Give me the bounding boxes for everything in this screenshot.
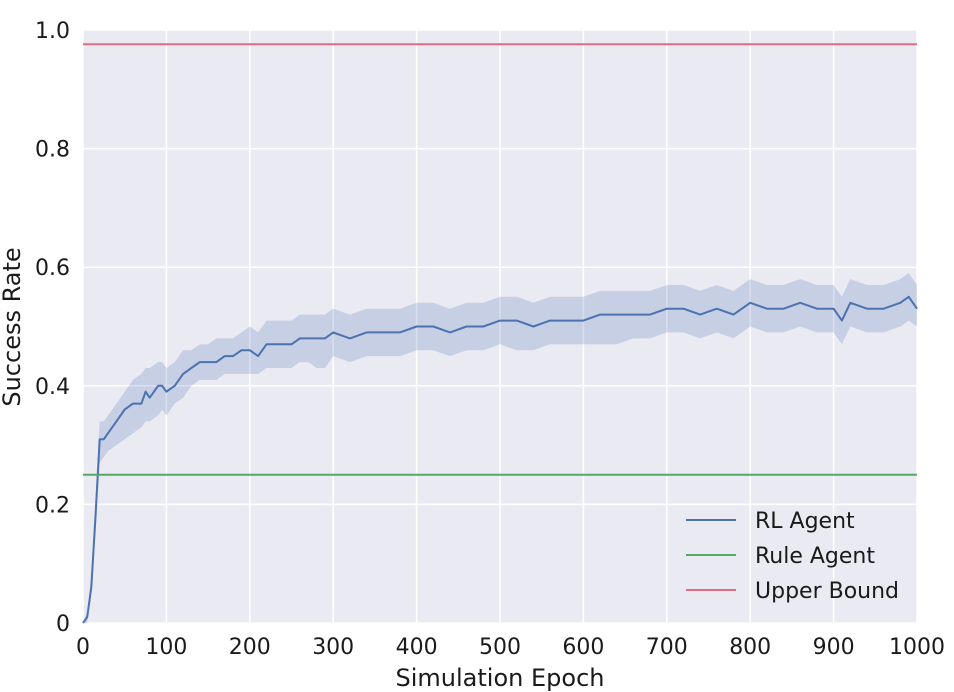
x-tick-label: 300: [312, 635, 354, 660]
y-tick-label: 0.8: [35, 138, 70, 163]
y-tick-label: 0: [56, 612, 70, 637]
rl-agent-line: [82, 295, 918, 624]
y-tick-label: 1.0: [35, 19, 70, 44]
x-tick-label: 600: [562, 635, 604, 660]
y-tick-labels: 0 0.2 0.4 0.6 0.8 1.0: [35, 19, 70, 637]
x-tick-label: 400: [396, 635, 438, 660]
x-tick-label: 200: [229, 635, 271, 660]
legend-label: Rule Agent: [755, 544, 875, 569]
rl-agent-confidence-band: [83, 273, 917, 623]
y-tick-label: 0.2: [35, 493, 70, 518]
x-tick-label: 700: [646, 635, 688, 660]
y-tick-label: 0.4: [35, 375, 70, 400]
x-tick-label: 500: [479, 635, 521, 660]
x-tick-label: 1000: [889, 635, 945, 660]
x-tick-label: 0: [76, 635, 90, 660]
x-tick-label: 100: [145, 635, 187, 660]
x-tick-label: 900: [813, 635, 855, 660]
y-tick-label: 0.6: [35, 256, 70, 281]
legend: RL Agent Rule Agent Upper Bound: [686, 509, 899, 604]
legend-label: Upper Bound: [755, 579, 899, 604]
legend-label: RL Agent: [755, 509, 855, 534]
chart-marks: [82, 43, 918, 624]
x-axis-label: Simulation Epoch: [396, 664, 605, 692]
grid: [82, 29, 918, 624]
x-tick-label: 800: [729, 635, 771, 660]
x-tick-labels: 0 100 200 300 400 500 600 700 800 900 1000: [76, 635, 945, 660]
y-axis-label: Success Rate: [0, 247, 26, 406]
